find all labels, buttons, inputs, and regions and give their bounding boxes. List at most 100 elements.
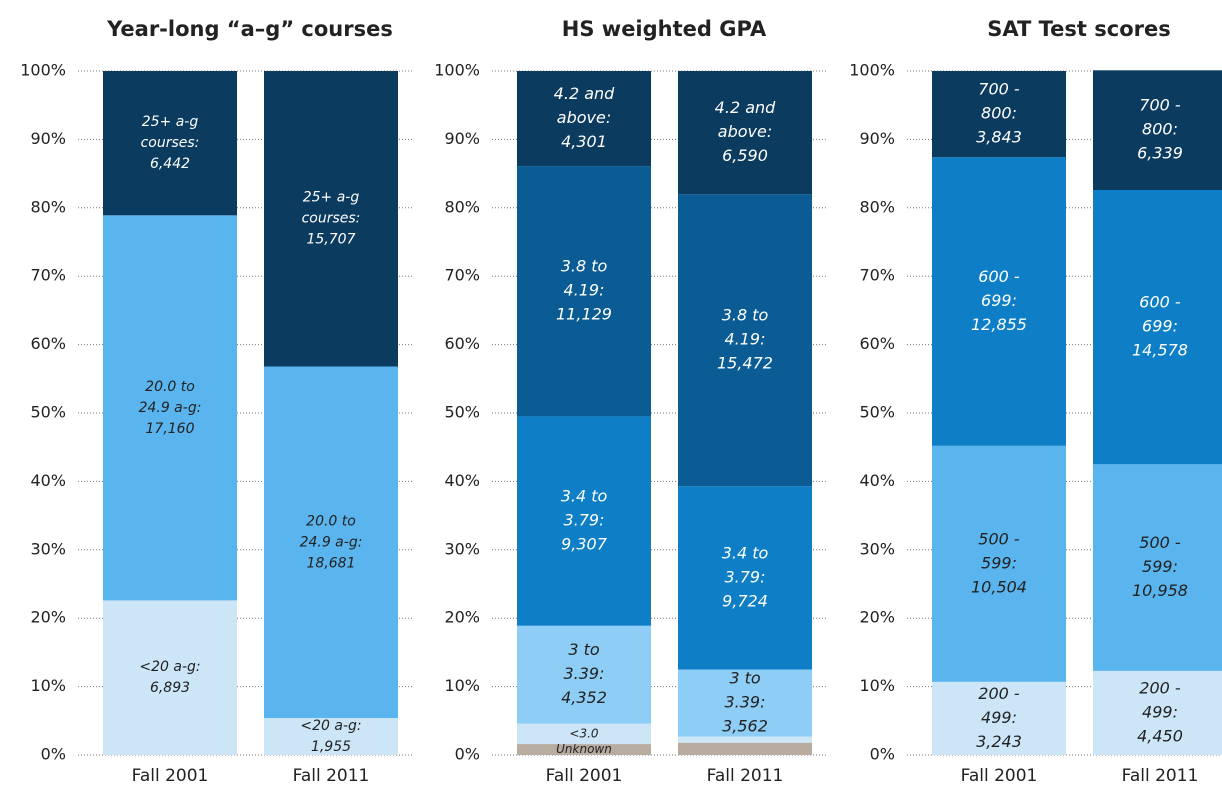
segment-label: 1,955 [311, 739, 351, 755]
segment-label: 499: [1142, 702, 1178, 721]
segment-label: <20 a-g: [139, 659, 200, 675]
bar-segment [678, 742, 812, 755]
bar-segment [103, 215, 237, 601]
bar-segment [517, 416, 651, 626]
x-tick-label: Fall 2001 [961, 766, 1038, 786]
segment-label: 9,724 [722, 591, 768, 610]
y-tick-label: 60% [30, 334, 66, 353]
x-tick-label: Fall 2011 [707, 766, 784, 786]
segment-label: 600 - [1139, 293, 1181, 312]
segment-label: 200 - [978, 684, 1020, 703]
segment-label: 3,562 [722, 717, 768, 736]
segment-label: 3.79: [724, 567, 765, 586]
bar-segment [264, 718, 398, 755]
bar-segment [932, 681, 1066, 755]
y-tick-label: 60% [859, 334, 895, 353]
segment-label: 20.0 to [306, 513, 356, 529]
segment-label: 599: [1142, 557, 1178, 576]
segment-label: 15,472 [717, 354, 773, 373]
chart-title: HS weighted GPA [562, 17, 767, 41]
y-tick-label: 100% [20, 61, 66, 80]
y-tick-label: 20% [859, 608, 895, 627]
y-tick-label: 40% [859, 471, 895, 490]
y-tick-label: 90% [859, 129, 895, 148]
segment-label: 9,307 [561, 535, 608, 554]
bar-segment [517, 625, 651, 724]
y-tick-label: 80% [859, 197, 895, 216]
bar-segment [264, 71, 398, 367]
segment-label: 11,129 [556, 305, 612, 324]
segment-label: 700 - [1139, 96, 1181, 115]
segment-label: courses: [141, 135, 200, 151]
segment-label: 3.8 to [722, 306, 769, 325]
segment-label: 6,442 [150, 156, 190, 172]
segment-label: 800: [1142, 120, 1178, 139]
bar-segment [932, 157, 1066, 446]
segment-label: 18,681 [307, 555, 356, 571]
bar-segment [103, 600, 237, 755]
segment-label: 4,450 [1137, 726, 1183, 745]
segment-label: Unknown [556, 742, 612, 756]
bar-segment [517, 166, 651, 417]
y-tick-label: 90% [444, 129, 480, 148]
segment-label: 17,160 [146, 421, 195, 437]
segment-label: 3.39: [724, 693, 765, 712]
y-tick-label: 70% [859, 266, 895, 285]
y-tick-label: 70% [444, 266, 480, 285]
bar-segment [678, 669, 812, 737]
segment-label: above: [718, 122, 772, 141]
x-tick-label: Fall 2001 [546, 766, 623, 786]
segment-label: 4.2 and [715, 98, 776, 117]
bar-segment [1093, 190, 1222, 465]
y-tick-label: 40% [444, 471, 480, 490]
y-tick-label: 50% [444, 403, 480, 422]
y-tick-label: 30% [444, 539, 480, 558]
segment-label: 3,243 [976, 732, 1022, 751]
y-tick-label: 90% [30, 129, 66, 148]
segment-label: 3.8 to [561, 257, 608, 276]
bar-segment [678, 736, 812, 743]
segment-label: 699: [1142, 317, 1178, 336]
chart-title: SAT Test scores [987, 17, 1170, 41]
x-tick-label: Fall 2011 [1122, 766, 1199, 786]
y-tick-label: 20% [30, 608, 66, 627]
chart-title: Year-long “a–g” courses [106, 17, 393, 41]
y-tick-label: 80% [30, 197, 66, 216]
segment-label: 800: [981, 104, 1017, 123]
segment-label: 25+ a-g [142, 114, 199, 130]
segment-label: <3.0 [569, 726, 599, 740]
bar-segment [678, 486, 812, 670]
bar-segment [517, 723, 651, 745]
segment-label: 699: [981, 291, 1017, 310]
segment-label: 700 - [978, 80, 1020, 99]
y-tick-label: 10% [444, 676, 480, 695]
segment-label: 3.79: [563, 511, 604, 530]
y-tick-label: 100% [849, 61, 895, 80]
bar-segment [517, 744, 651, 755]
y-tick-label: 30% [30, 539, 66, 558]
segment-label: <20 a-g: [300, 718, 361, 734]
segment-label: 6,893 [150, 680, 190, 696]
segment-label: 10,504 [971, 577, 1027, 596]
bar-segment [1093, 670, 1222, 755]
segment-label: 600 - [978, 267, 1020, 286]
y-tick-label: 100% [434, 61, 480, 80]
segment-label: 4,301 [561, 132, 607, 151]
segment-label: 3.4 to [722, 543, 769, 562]
y-tick-label: 0% [870, 745, 895, 764]
segment-label: 4.19: [563, 281, 604, 300]
bar-segment [932, 71, 1066, 158]
segment-label: 15,707 [307, 232, 356, 248]
y-tick-label: 80% [444, 197, 480, 216]
segment-label: 200 - [1139, 678, 1181, 697]
segment-label: 500 - [978, 529, 1020, 548]
bar-segment [1093, 464, 1222, 671]
segment-label: 12,855 [971, 315, 1027, 334]
x-tick-label: Fall 2001 [132, 766, 209, 786]
y-tick-label: 20% [444, 608, 480, 627]
segment-label: 6,590 [722, 146, 768, 165]
y-tick-label: 40% [30, 471, 66, 490]
segment-label: 10,958 [1132, 581, 1188, 600]
bar-segment [264, 366, 398, 719]
